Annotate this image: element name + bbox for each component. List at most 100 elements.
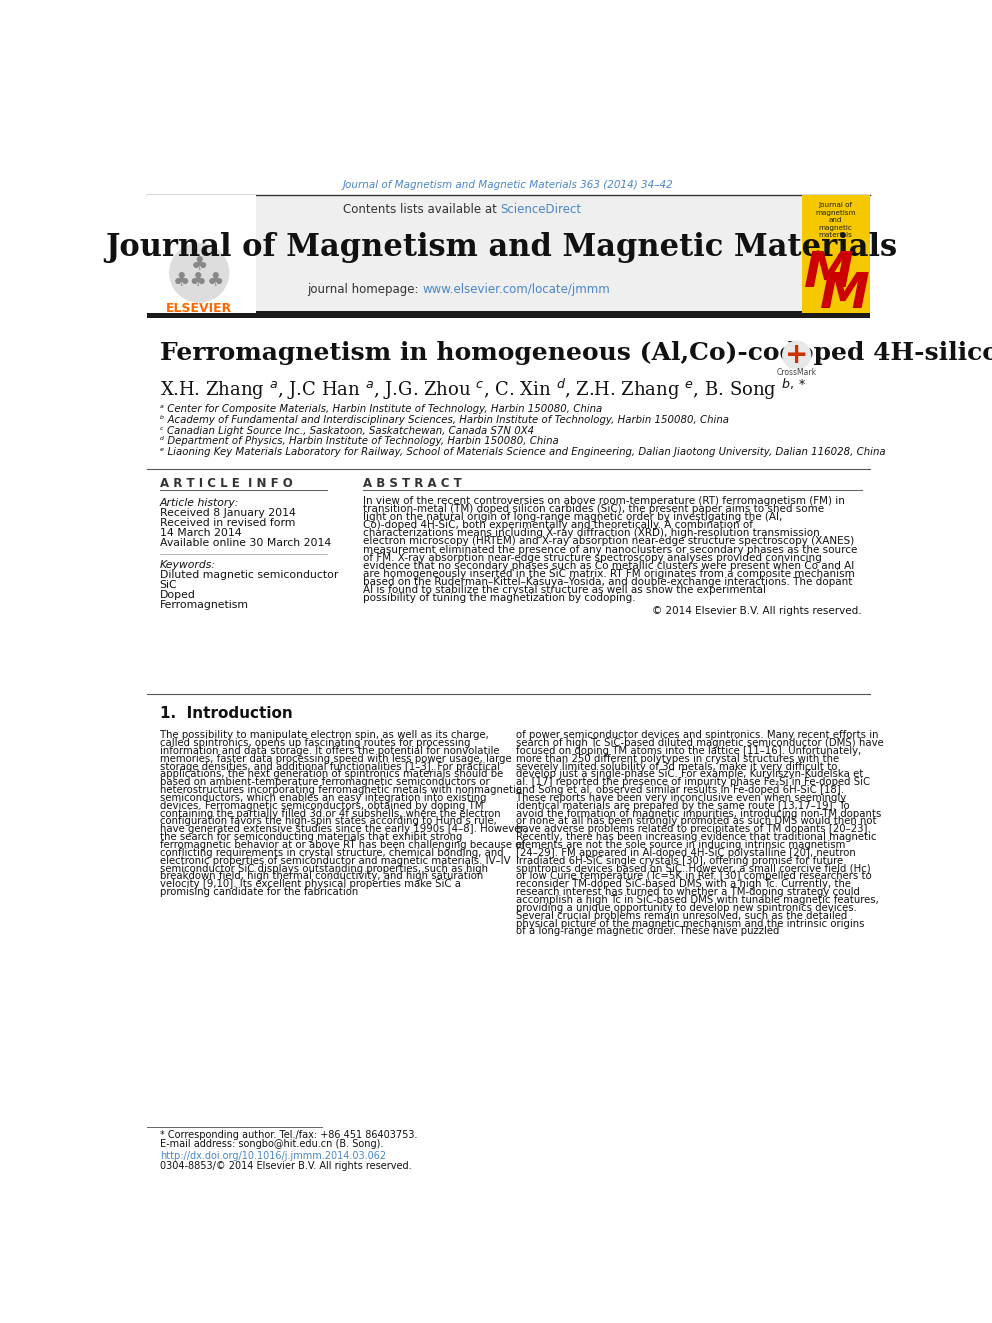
Text: applications, the next generation of spintronics materials should be: applications, the next generation of spi…	[160, 770, 503, 779]
Text: focused on doping TM atoms into the lattice [11–16]. Unfortunately,: focused on doping TM atoms into the latt…	[516, 746, 861, 755]
Text: of power semiconductor devices and spintronics. Many recent efforts in: of power semiconductor devices and spint…	[516, 730, 879, 740]
Text: ᵃ Center for Composite Materials, Harbin Institute of Technology, Harbin 150080,: ᵃ Center for Composite Materials, Harbin…	[160, 404, 602, 414]
Text: Journal of Magnetism and Magnetic Materials: Journal of Magnetism and Magnetic Materi…	[105, 232, 898, 263]
Text: based on ambient-temperature ferromagnetic semiconductors or: based on ambient-temperature ferromagnet…	[160, 777, 489, 787]
Text: ᵉ Liaoning Key Materials Laboratory for Railway, School of Materials Science and: ᵉ Liaoning Key Materials Laboratory for …	[160, 447, 885, 458]
Text: electronic properties of semiconductor and magnetic materials. IV–IV: electronic properties of semiconductor a…	[160, 856, 510, 865]
Text: called spintronics, opens up fascinating routes for processing: called spintronics, opens up fascinating…	[160, 738, 470, 747]
Text: ScienceDirect: ScienceDirect	[501, 202, 581, 216]
Text: semiconductors, which enables an easy integration into existing: semiconductors, which enables an easy in…	[160, 792, 486, 803]
Text: spintronics devices based on SiC. However, a small coercive field (Hc): spintronics devices based on SiC. Howeve…	[516, 864, 871, 873]
Text: [24–29]. FM appeared in Al-doped 4H-SiC polystalline [20], neutron: [24–29]. FM appeared in Al-doped 4H-SiC …	[516, 848, 856, 857]
Text: Al is found to stabilize the crystal structure as well as show the experimental: Al is found to stabilize the crystal str…	[363, 585, 766, 595]
Text: research interest has turned to whether a TM-doping strategy could: research interest has turned to whether …	[516, 888, 860, 897]
Text: semiconductor SiC displays outstanding properties, such as high: semiconductor SiC displays outstanding p…	[160, 864, 488, 873]
Text: storage densities, and additional functionalities [1–3]. For practical: storage densities, and additional functi…	[160, 762, 500, 771]
Text: velocity [9,10]. Its excellent physical properties make SiC a: velocity [9,10]. Its excellent physical …	[160, 880, 460, 889]
Text: ᶜ Canadian Light Source Inc., Saskatoon, Saskatchewan, Canada S7N 0X4: ᶜ Canadian Light Source Inc., Saskatoon,…	[160, 426, 534, 435]
Text: A B S T R A C T: A B S T R A C T	[363, 478, 461, 491]
Text: Received in revised form: Received in revised form	[160, 519, 295, 528]
Text: heterostructures incorporating ferromagnetic metals with nonmagnetic: heterostructures incorporating ferromagn…	[160, 785, 521, 795]
Text: E-mail address: songbo@hit.edu.cn (B. Song).: E-mail address: songbo@hit.edu.cn (B. So…	[160, 1139, 383, 1150]
Text: Journal of
magnetism
and
magnetic
materials: Journal of magnetism and magnetic materi…	[815, 202, 856, 238]
Text: ᵈ Department of Physics, Harbin Institute of Technology, Harbin 150080, China: ᵈ Department of Physics, Harbin Institut…	[160, 437, 558, 446]
Text: Ferromagnetism: Ferromagnetism	[160, 599, 249, 610]
Bar	[803, 194, 870, 312]
Text: SiC: SiC	[160, 579, 178, 590]
Text: Available online 30 March 2014: Available online 30 March 2014	[160, 538, 331, 548]
Text: A R T I C L E  I N F O: A R T I C L E I N F O	[160, 478, 293, 491]
Text: Several crucial problems remain unresolved, such as the detailed: Several crucial problems remain unresolv…	[516, 910, 847, 921]
Circle shape	[170, 243, 228, 302]
Text: information and data storage. It offers the potential for nonvolatile: information and data storage. It offers …	[160, 746, 499, 755]
Text: M: M	[805, 249, 854, 296]
Text: of FM. X-ray absorption near-edge structure spectroscopy analyses provided convi: of FM. X-ray absorption near-edge struct…	[363, 553, 821, 562]
Bar	[147, 194, 256, 312]
Text: severely limited solubility of 3d metals, make it very difficult to: severely limited solubility of 3d metals…	[516, 762, 837, 771]
Text: 1.  Introduction: 1. Introduction	[160, 705, 293, 721]
Text: more than 250 different polytypes in crystal structures with the: more than 250 different polytypes in cry…	[516, 754, 839, 763]
Text: promising candidate for the fabrication: promising candidate for the fabrication	[160, 888, 358, 897]
Text: physical picture of the magnetic mechanism and the intrinsic origins: physical picture of the magnetic mechani…	[516, 918, 865, 929]
Text: Journal of Magnetism and Magnetic Materials 363 (2014) 34–42: Journal of Magnetism and Magnetic Materi…	[343, 180, 674, 191]
Text: journal homepage:: journal homepage:	[308, 283, 423, 296]
Text: reconsider TM-doped SiC-based DMS with a high Tc. Currently, the: reconsider TM-doped SiC-based DMS with a…	[516, 880, 851, 889]
Text: develop just a single-phase SiC. For example, Kuryliszyn-Kudelska et: develop just a single-phase SiC. For exa…	[516, 770, 863, 779]
Text: 0304-8853/© 2014 Elsevier B.V. All rights reserved.: 0304-8853/© 2014 Elsevier B.V. All right…	[160, 1160, 412, 1171]
Text: Article history:: Article history:	[160, 497, 239, 508]
Text: light on the natural origin of long-range magnetic order by investigating the (A: light on the natural origin of long-rang…	[363, 512, 782, 523]
Text: ELSEVIER: ELSEVIER	[166, 303, 232, 315]
Text: Co)-doped 4H-SiC, both experimentally and theoretically. A combination of: Co)-doped 4H-SiC, both experimentally an…	[363, 520, 753, 531]
Text: irradiated 6H-SiC single crystals [30], offering promise for future: irradiated 6H-SiC single crystals [30], …	[516, 856, 843, 865]
Text: accomplish a high Tc in SiC-based DMS with tunable magnetic features,: accomplish a high Tc in SiC-based DMS wi…	[516, 896, 879, 905]
Text: Contents lists available at: Contents lists available at	[343, 202, 501, 216]
Bar	[147, 194, 803, 312]
Text: These reports have been very inconclusive even when seemingly: These reports have been very inconclusiv…	[516, 792, 846, 803]
Text: +: +	[785, 341, 808, 369]
Text: or none at all has been strongly promoted as such DMS would then not: or none at all has been strongly promote…	[516, 816, 877, 827]
Text: avoid the formation of magnetic impurities, introducing non-TM dopants: avoid the formation of magnetic impuriti…	[516, 808, 882, 819]
Text: have adverse problems related to precipitates of TM dopants [20–23].: have adverse problems related to precipi…	[516, 824, 871, 835]
Text: © 2014 Elsevier B.V. All rights reserved.: © 2014 Elsevier B.V. All rights reserved…	[652, 606, 862, 615]
Text: www.elsevier.com/locate/jmmm: www.elsevier.com/locate/jmmm	[423, 283, 610, 296]
Text: ferromagnetic behavior at or above RT has been challenging because of: ferromagnetic behavior at or above RT ha…	[160, 840, 525, 851]
Text: based on the Ruderman–Kittel–Kasuya–Yosida, and double-exchange interactions. Th: based on the Ruderman–Kittel–Kasuya–Yosi…	[363, 577, 852, 587]
Text: transition-metal (TM) doped silicon carbides (SiC), the present paper aims to sh: transition-metal (TM) doped silicon carb…	[363, 504, 823, 515]
Text: identical materials are prepared by the same route [13,17–19]. To: identical materials are prepared by the …	[516, 800, 850, 811]
Text: search of high Tc SiC-based diluted magnetic semiconductor (DMS) have: search of high Tc SiC-based diluted magn…	[516, 738, 884, 747]
Text: configuration favors the high-spin states according to Hund’s rule,: configuration favors the high-spin state…	[160, 816, 496, 827]
Text: ♣
♣♣♣: ♣ ♣♣♣	[173, 255, 225, 290]
Text: evidence that no secondary phases such as Co metallic clusters were present when: evidence that no secondary phases such a…	[363, 561, 854, 570]
Text: Diluted magnetic semiconductor: Diluted magnetic semiconductor	[160, 570, 338, 579]
Text: X.H. Zhang $^{a}$, J.C Han $^{a}$, J.G. Zhou $^{c}$, C. Xin $^{d}$, Z.H. Zhang $: X.H. Zhang $^{a}$, J.C Han $^{a}$, J.G. …	[160, 377, 806, 402]
Text: Received 8 January 2014: Received 8 January 2014	[160, 508, 296, 519]
Text: breakdown field, high thermal conductivity, and high saturation: breakdown field, high thermal conductivi…	[160, 872, 483, 881]
Text: elements are not the sole source in inducing intrinsic magnetism: elements are not the sole source in indu…	[516, 840, 845, 851]
Text: possibility of tuning the magnetization by codoping.: possibility of tuning the magnetization …	[363, 593, 635, 603]
Text: Keywords:: Keywords:	[160, 560, 215, 569]
Text: and Song et al. observed similar results in Fe-doped 6H-SiC [18].: and Song et al. observed similar results…	[516, 785, 844, 795]
Text: The possibility to manipulate electron spin, as well as its charge,: The possibility to manipulate electron s…	[160, 730, 488, 740]
Text: or low Curie temperature (Tc=5K in Ref. [30] compelled researchers to: or low Curie temperature (Tc=5K in Ref. …	[516, 872, 872, 881]
Text: providing a unique opportunity to develop new spintronics devices.: providing a unique opportunity to develo…	[516, 902, 857, 913]
Text: memories, faster data processing speed with less power usage, large: memories, faster data processing speed w…	[160, 754, 511, 763]
Text: * Corresponding author. Tel./fax: +86 451 86403753.: * Corresponding author. Tel./fax: +86 45…	[160, 1130, 418, 1140]
Text: ᵇ Academy of Fundamental and Interdisciplinary Sciences, Harbin Institute of Tec: ᵇ Academy of Fundamental and Interdiscip…	[160, 415, 729, 425]
Text: have generated extensive studies since the early 1990s [4–8]. However,: have generated extensive studies since t…	[160, 824, 528, 835]
Text: 14 March 2014: 14 March 2014	[160, 528, 241, 538]
Text: the search for semiconducting materials that exhibit strong: the search for semiconducting materials …	[160, 832, 462, 843]
Bar	[147, 311, 870, 318]
Text: al. [17] reported the presence of impurity phase Fe₂Si in Fe-doped SiC: al. [17] reported the presence of impuri…	[516, 777, 870, 787]
Text: M: M	[819, 270, 870, 318]
Text: In view of the recent controversies on above room-temperature (RT) ferromagnetis: In view of the recent controversies on a…	[363, 496, 844, 505]
Text: electron microscopy (HRTEM) and X-ray absorption near-edge structure spectroscop: electron microscopy (HRTEM) and X-ray ab…	[363, 536, 854, 546]
Circle shape	[783, 341, 810, 369]
Text: containing the partially filled 3d or 4f subshells, where the electron: containing the partially filled 3d or 4f…	[160, 808, 500, 819]
Text: measurement eliminated the presence of any nanoclusters or secondary phases as t: measurement eliminated the presence of a…	[363, 545, 857, 554]
Text: http://dx.doi.org/10.1016/j.jmmm.2014.03.062: http://dx.doi.org/10.1016/j.jmmm.2014.03…	[160, 1151, 386, 1160]
Text: characterizations means including X-ray diffraction (XRD), high-resolution trans: characterizations means including X-ray …	[363, 528, 819, 538]
Text: conflicting requirements in crystal structure, chemical bonding, and: conflicting requirements in crystal stru…	[160, 848, 503, 857]
Text: of a long-range magnetic order. These have puzzled: of a long-range magnetic order. These ha…	[516, 926, 780, 937]
Text: devices. Ferromagnetic semiconductors, obtained by doping TM: devices. Ferromagnetic semiconductors, o…	[160, 800, 483, 811]
Text: Doped: Doped	[160, 590, 195, 599]
